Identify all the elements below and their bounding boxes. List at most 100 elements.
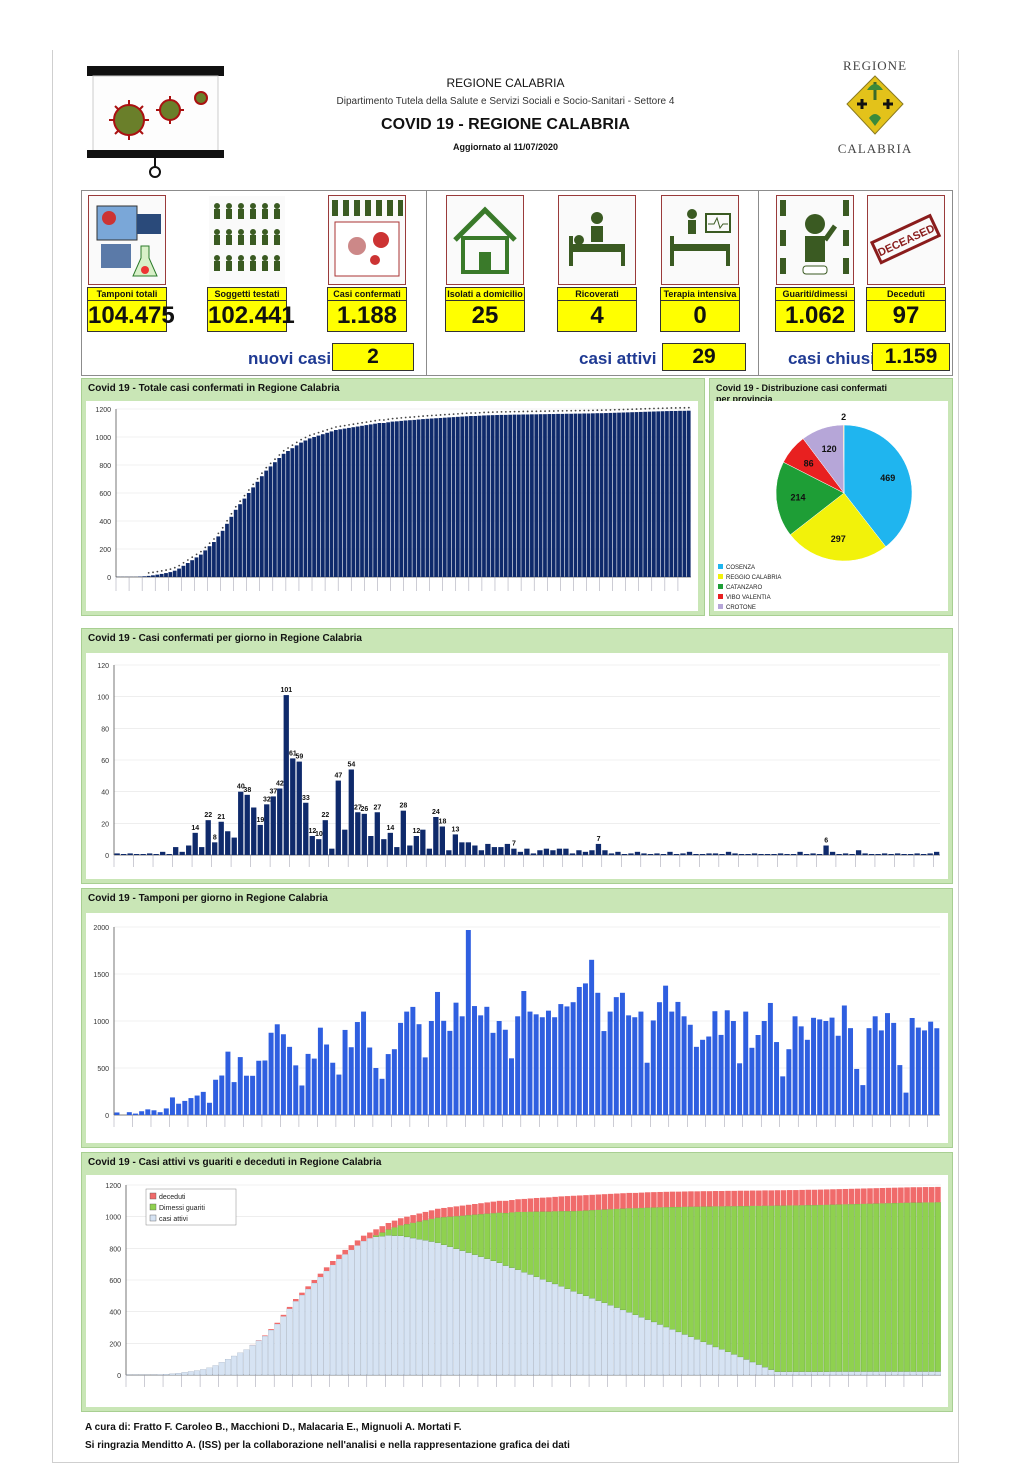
bar — [516, 414, 521, 577]
bar — [379, 1078, 385, 1115]
cumulative-cases-chart: 0 200 400 600 800 1000 1200 — [86, 401, 698, 611]
bar — [687, 1024, 693, 1115]
data-label: 12 — [308, 828, 316, 835]
data-point — [352, 423, 355, 426]
data-label: 24 — [432, 809, 440, 816]
bar-active — [200, 1369, 207, 1376]
data-point — [504, 410, 507, 413]
bar-deceased — [854, 1188, 861, 1204]
bar-active — [681, 1334, 688, 1376]
data-point — [278, 454, 281, 456]
bar-deceased — [898, 1187, 904, 1203]
data-point — [509, 410, 512, 413]
bar-active — [891, 1371, 898, 1376]
bar-deceased — [731, 1190, 737, 1207]
data-label: 18 — [439, 819, 447, 826]
bar — [656, 1002, 662, 1115]
bar-deceased — [756, 1190, 762, 1206]
bar-deceased — [620, 1193, 626, 1209]
bar — [569, 413, 573, 577]
bar — [387, 832, 393, 855]
chart-totale-casi: Covid 19 - Totale casi confermati in Reg… — [81, 378, 705, 616]
legend-swatch — [718, 564, 723, 569]
bar — [277, 788, 283, 855]
bar-deceased — [422, 1211, 429, 1221]
legend-label: VIBO VALENTIA — [726, 595, 771, 601]
bar-active — [218, 1362, 225, 1376]
bar — [233, 509, 238, 577]
bar — [495, 415, 499, 577]
bar-active — [292, 1301, 299, 1376]
data-point — [287, 447, 289, 449]
bar-deceased — [583, 1195, 589, 1211]
data-point — [518, 410, 520, 413]
data-point — [583, 409, 586, 412]
bar-deceased — [861, 1188, 867, 1204]
bar — [259, 476, 264, 577]
bar-active — [768, 1369, 775, 1376]
bar-deceased — [286, 1306, 293, 1309]
bar — [342, 1029, 348, 1115]
bar — [243, 1075, 249, 1115]
bar — [894, 853, 901, 855]
kpi-label: Tamponi totali — [87, 287, 167, 300]
bar — [293, 1065, 299, 1115]
bar-recovered — [823, 1204, 830, 1372]
data-point — [374, 419, 377, 422]
daily-tests-chart: 0 500 1000 1500 2000 — [86, 913, 948, 1143]
y-tick-label: 600 — [99, 491, 111, 498]
data-point — [221, 526, 224, 529]
bar — [181, 565, 186, 577]
bar-deceased — [867, 1188, 873, 1204]
bar — [280, 1034, 286, 1115]
data-point — [173, 566, 176, 569]
people-grid-icon — [208, 195, 286, 285]
bar-recovered — [515, 1211, 521, 1270]
data-point — [234, 505, 237, 508]
logo-text-top: REGIONE — [842, 58, 908, 73]
bar — [268, 1032, 274, 1115]
bar-deceased — [737, 1190, 744, 1207]
bar-active — [638, 1317, 645, 1376]
bar-deceased — [607, 1193, 614, 1210]
group-divider — [426, 191, 427, 375]
data-point — [526, 410, 529, 413]
bar — [453, 1002, 459, 1115]
data-label: 26 — [361, 806, 369, 813]
data-point — [356, 422, 359, 425]
bar-recovered — [552, 1211, 558, 1285]
bar — [693, 1046, 699, 1115]
bar-active — [583, 1295, 589, 1376]
bar — [718, 1034, 724, 1115]
bar — [416, 419, 421, 577]
casi-attivi-label: casi attivi — [579, 349, 657, 368]
bar — [316, 839, 322, 855]
data-label: 61 — [289, 750, 297, 757]
data-point — [574, 409, 577, 412]
bar — [207, 546, 212, 577]
y-tick-label: 120 — [97, 663, 109, 670]
coat-of-arms-icon — [846, 75, 904, 135]
bar-recovered — [805, 1205, 812, 1372]
bar — [868, 854, 875, 855]
bar-recovered — [681, 1206, 688, 1335]
house-icon — [446, 195, 524, 285]
kpi-soggetti: Soggetti testati 102.441 — [207, 195, 295, 332]
data-point — [653, 407, 655, 410]
bar — [498, 847, 504, 855]
legend-swatch — [149, 1214, 157, 1222]
bar — [538, 414, 543, 577]
data-label: 37 — [269, 788, 277, 795]
bar — [145, 1109, 151, 1115]
bar-active — [391, 1235, 398, 1376]
bar — [563, 848, 569, 855]
bar — [836, 854, 842, 855]
bar-deceased — [336, 1254, 342, 1259]
bar-deceased — [799, 1189, 805, 1206]
bar — [163, 1108, 169, 1115]
bar-deceased — [614, 1193, 620, 1209]
bar-recovered — [817, 1204, 824, 1372]
bar-deceased — [879, 1188, 886, 1204]
legend-label: CATANZARO — [726, 585, 762, 591]
